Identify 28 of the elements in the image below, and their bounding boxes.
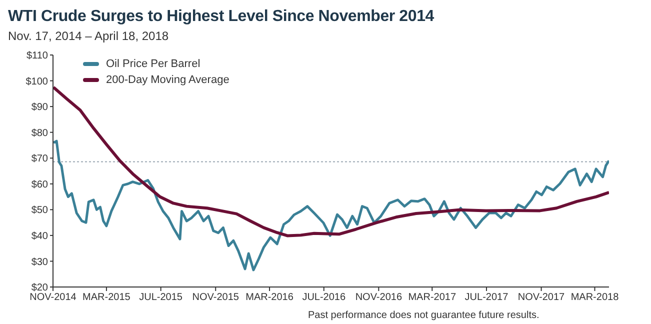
line-series <box>53 140 609 272</box>
x-tick-label: MAR-2015 <box>82 292 131 304</box>
x-tick-label: NOV-2016 <box>355 292 402 304</box>
y-tick-label: $50 <box>31 205 48 216</box>
x-tick-label: NOV-2014 <box>30 292 77 304</box>
y-tick-label: $40 <box>31 230 48 242</box>
x-tick-label: MAR-2017 <box>408 292 456 304</box>
x-tick-label: MAR-2016 <box>246 292 294 304</box>
x-tick-label: JUL-2016 <box>302 292 346 304</box>
x-tick-label: JUL-2017 <box>464 292 509 304</box>
text: Past performance does not guarantee future results. <box>308 310 540 321</box>
y-tick-label: $100 <box>26 76 48 88</box>
y-tick-label: $30 <box>31 256 48 268</box>
line-series <box>53 86 609 238</box>
y-tick-label: $20 <box>31 282 48 294</box>
x-tick-label: NOV-2015 <box>192 292 240 304</box>
x-tick-label: NOV-2017 <box>518 292 566 304</box>
y-tick-label: $110 <box>26 50 48 62</box>
y-tick-label: $90 <box>31 102 48 114</box>
chart-subtitle: Nov. 17, 2014 – April 18, 2018 <box>8 29 169 43</box>
chart-title: WTI Crude Surges to Highest Level Since November 2014 <box>8 8 434 26</box>
legend-label: Oil Price Per Barrel <box>106 58 200 70</box>
legend-label: 200-Day Moving Average <box>106 74 230 86</box>
x-tick-label: JUL-2015 <box>139 292 183 304</box>
y-tick-label: $70 <box>31 154 48 165</box>
x-tick-label: MAR-2018 <box>570 292 620 304</box>
y-tick-label: $80 <box>31 128 48 139</box>
y-tick-label: $60 <box>31 179 48 190</box>
